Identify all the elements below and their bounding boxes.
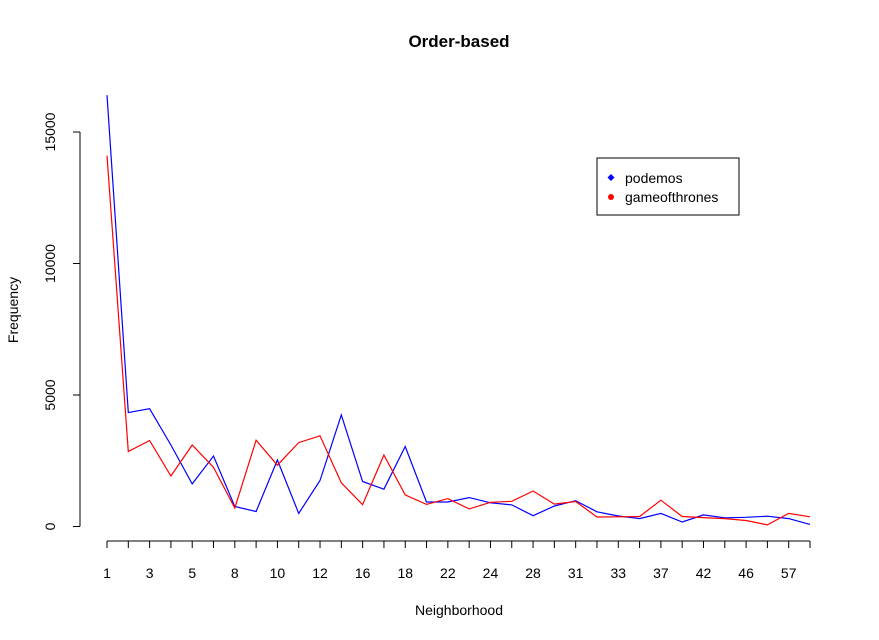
y-tick-label: 5000: [42, 379, 58, 410]
x-tick-label: 42: [696, 565, 712, 581]
x-tick-label: 24: [483, 565, 499, 581]
series-line-gameofthrones: [106, 155, 811, 526]
x-tick-label: 46: [738, 565, 754, 581]
x-tick-label: 3: [146, 565, 154, 581]
y-axis-label: Frequency: [5, 277, 21, 343]
series-layer: [106, 95, 811, 526]
x-axis: 1 3 5 8 10 12 16 18 22 24 28 31 33 37 42 46 57: [103, 540, 811, 581]
legend-label-podemos: podemos: [625, 170, 683, 186]
legend: podemos gameofthrones: [596, 157, 740, 216]
legend-marker-podemos: [607, 174, 615, 181]
x-axis-label: Neighborhood: [415, 602, 503, 618]
x-tick-label: 31: [568, 565, 584, 581]
legend-marker-gameofthrones: [608, 194, 614, 200]
x-tick-label: 57: [781, 565, 797, 581]
legend-label-gameofthrones: gameofthrones: [625, 189, 718, 205]
x-tick-label: 10: [270, 565, 286, 581]
legend-box: [596, 157, 740, 216]
x-tick-label: 8: [231, 565, 239, 581]
chart-title: Order-based: [408, 32, 509, 51]
series-line-podemos: [106, 95, 811, 525]
x-tick-label: 5: [188, 565, 196, 581]
x-tick-label: 16: [355, 565, 371, 581]
y-tick-label: 15000: [42, 112, 58, 151]
x-tick-label: 18: [397, 565, 413, 581]
x-tick-label: 37: [653, 565, 669, 581]
x-tick-label: 1: [103, 565, 111, 581]
x-tick-label: 12: [312, 565, 328, 581]
x-tick-label: 33: [610, 565, 626, 581]
y-tick-label: 10000: [42, 244, 58, 283]
y-tick-label: 0: [42, 522, 58, 530]
x-tick-label: 22: [440, 565, 456, 581]
x-tick-label: 28: [525, 565, 541, 581]
y-axis: 0 5000 10000 15000: [42, 112, 81, 530]
